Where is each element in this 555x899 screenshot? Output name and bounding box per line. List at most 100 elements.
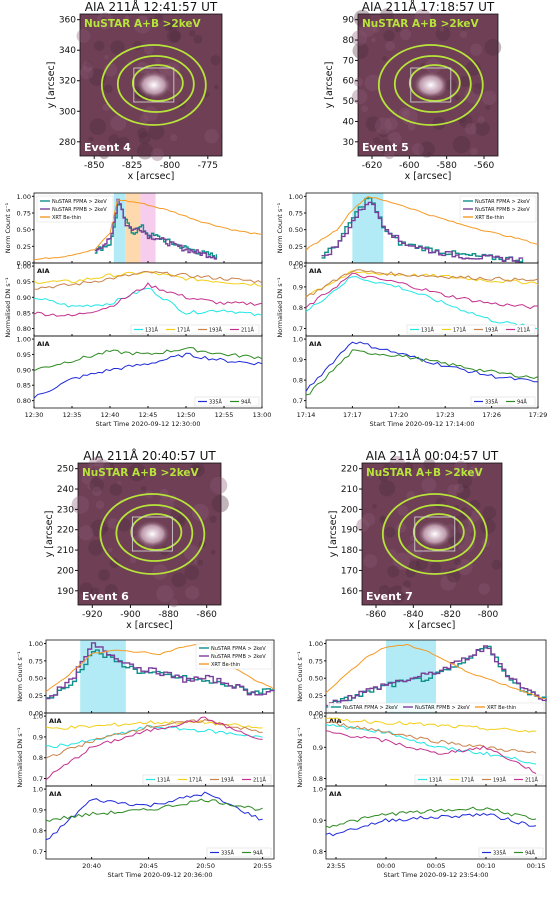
map-texture [210,55,221,66]
event-7-group: AIA 211Å 00:04:57 UT NuSTAR A+B >2keV Even… [296,448,547,879]
series-xrt-be-thin [33,199,263,261]
map-texture [148,124,165,140]
map-texture [378,139,393,154]
panel-ytick-label: 1.0 [33,786,43,794]
series-211- [45,716,263,781]
panel-ytick-label: 0.25 [29,692,43,700]
map-texture [89,477,104,492]
panel-ylabel: Normalised DN s⁻¹ [4,277,12,338]
map-ytick-label: 200 [341,505,358,515]
legend-box [470,396,536,407]
map-xtick-label: -840 [403,610,424,620]
map-texture [124,15,130,21]
flare-emission [412,71,449,99]
series-193- [33,270,263,290]
map-texture [467,466,480,478]
map-texture [189,30,196,37]
legend-label: 211Å [525,777,539,784]
map-xlabel: x [arcsec] [126,620,173,631]
map-texture [91,486,102,497]
map-texture [210,549,216,555]
map-texture [167,19,179,31]
map-texture [403,110,408,116]
map-texture [136,143,154,160]
map-texture [99,148,110,160]
legend-box [194,396,260,407]
map-title: AIA 211Å 20:40:57 UT [83,448,216,463]
map-xtick-label: -860 [196,610,217,620]
panel-xlabel: Start Time 2020-09-12 20:36:00 [108,871,213,879]
map-ytick-label: 200 [57,566,74,576]
map-texture [370,37,376,43]
panel-ylabel: Norm Count s⁻¹ [4,202,12,253]
nustar-contour [116,55,195,113]
map-xtick-label: -900 [120,610,141,620]
legend-label: 171Å [189,777,203,784]
map-xlabel: x [arcsec] [405,171,452,182]
map-texture [485,105,491,111]
map-texture [193,559,200,565]
map-ytick-label: 40 [343,117,355,127]
map-texture [383,462,396,474]
legend-label: 211Å [241,327,255,334]
map-xtick-label: -860 [366,610,387,620]
panel-ytick-label: 0.95 [17,278,31,286]
panel-xtick-label: 00:00 [377,862,396,870]
panel-ytick-label: 0.75 [309,657,323,665]
map-ytick-label: 60 [343,77,355,87]
panel-ytick-label: 0.00 [17,260,31,268]
panel-xtick-label: 17:14 [297,411,316,419]
panel-xtick-label: 00:15 [527,862,546,870]
panel-frame [305,335,539,409]
map-texture [104,84,113,94]
map-texture [363,554,378,569]
map-texture [388,585,406,604]
series-131- [305,276,539,330]
fov-box [414,516,456,552]
map-texture [423,458,436,471]
flare-emission [135,71,172,99]
map-texture [209,515,217,523]
map-texture [384,526,396,538]
map-xtick-label: -880 [158,610,179,620]
map-texture [351,89,368,105]
panel-ytick-label: 1.00 [309,640,323,648]
panel-ytick-label: 0.8 [313,775,323,783]
map-texture [459,507,472,519]
map-texture [104,584,118,598]
series-335- [325,812,537,837]
map-texture [159,488,169,499]
event-label: Event 7 [366,590,413,603]
series-193- [305,269,539,298]
map-texture [411,143,424,156]
map-texture [379,585,391,597]
series-171- [325,717,537,733]
event-label: Event 6 [82,590,129,603]
panel-ytick-label: 0.00 [289,260,303,268]
map-texture [402,461,414,472]
map-ytick-label: 190 [57,587,74,597]
map-texture [352,42,369,59]
legend-label: 171Å [177,327,191,334]
map-ytick-label: 90 [343,16,355,26]
map-title: AIA 211Å 00:04:57 UT [366,448,499,463]
series-211- [305,272,539,310]
highlight-window [140,193,156,263]
panel-ytick-label: 1.0 [33,713,43,721]
series-193- [45,719,263,759]
map-texture [137,127,148,139]
map-texture [102,103,110,112]
legend-label: 335Å [221,850,235,857]
nustar-contour [131,64,184,102]
map-texture [459,75,471,88]
series-94- [325,806,537,829]
highlight-window [125,193,141,263]
map-texture [484,39,502,56]
map-texture [184,565,200,581]
legend-label: 211Å [253,777,267,784]
panel-ytick-label: 0.25 [289,243,303,251]
panel-xlabel: Start Time 2020-09-12 17:14:00 [370,420,475,428]
panel-ytick-label: 0.7 [33,775,43,783]
event-4-group: AIA 211Å 12:41:57 UT NuSTAR A+B >2keV Even… [4,0,271,428]
map-texture [78,525,94,541]
